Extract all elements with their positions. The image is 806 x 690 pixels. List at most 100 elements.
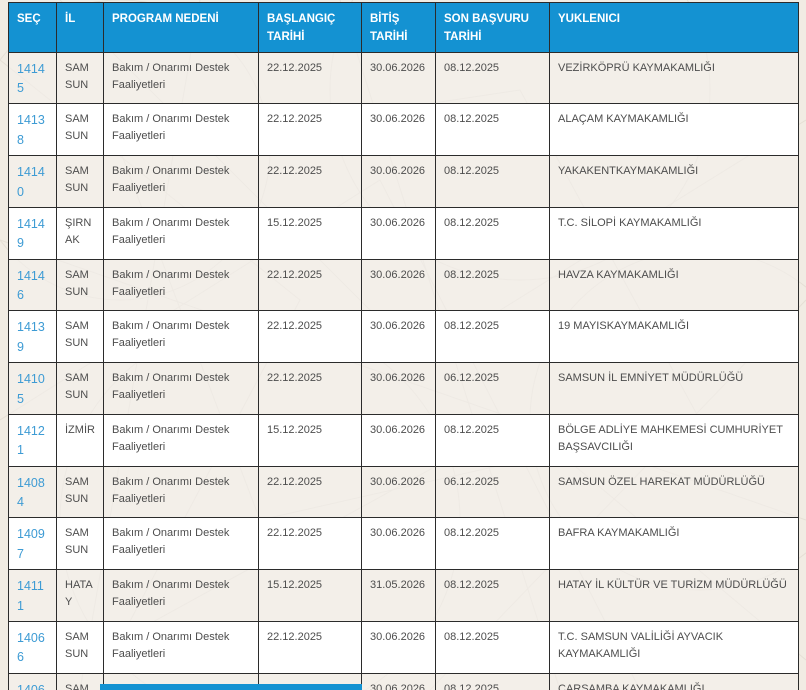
cell-baslangic: 22.12.2025 [258,517,362,571]
table-header-row: SEÇ İL PROGRAM NEDENİ BAŞLANGIÇ TARİHİ B… [8,2,799,53]
column-header-baslangic: BAŞLANGIÇ TARİHİ [258,2,362,53]
cell-baslangic: 22.12.2025 [258,465,362,519]
record-link[interactable]: 14105 [17,372,45,406]
column-header-yuklenici: YUKLENICI [549,2,799,53]
cell-sec: 14097 [8,517,57,571]
cell-il: İZMİR [56,413,104,467]
cell-baslangic: 22.12.2025 [258,258,362,312]
cell-sec: 14064 [8,672,57,690]
cell-bitis: 30.06.2026 [361,258,436,312]
cell-program: Bakım / Onarımı Destek Faaliyetleri [103,103,259,157]
cell-sec: 14084 [8,465,57,519]
record-link[interactable]: 14084 [17,475,45,509]
cell-program: Bakım / Onarımı Destek Faaliyetleri [103,362,259,415]
cell-son: 06.12.2025 [435,465,550,519]
column-header-program: PROGRAM NEDENİ [103,2,259,53]
cell-sec: 14145 [8,51,57,105]
record-link[interactable]: 14145 [17,61,45,95]
cell-sec: 14138 [8,103,57,157]
results-table: SEÇ İL PROGRAM NEDENİ BAŞLANGIÇ TARİHİ B… [8,2,799,690]
cutoff-blue-bar [100,684,362,690]
cell-il: HATAY [56,569,104,622]
cell-il: SAMSUN [56,310,104,364]
cell-program: Bakım / Onarımı Destek Faaliyetleri [103,155,259,208]
cell-bitis: 30.06.2026 [361,517,436,571]
cell-il: SAMSUN [56,103,104,157]
cell-yuklenici: BÖLGE ADLİYE MAHKEMESİ CUMHURİYET BAŞSAV… [549,413,799,467]
cell-baslangic: 15.12.2025 [258,206,362,260]
cell-sec: 14066 [8,620,57,674]
cell-baslangic: 22.12.2025 [258,620,362,674]
cell-son: 08.12.2025 [435,206,550,260]
cell-yuklenici: 19 MAYISKAYMAKAMLIĞI [549,310,799,364]
table-row: 14138 SAMSUN Bakım / Onarımı Destek Faaliy… [8,103,799,157]
cell-program: Bakım / Onarımı Destek Faaliyetleri [103,258,259,312]
cell-bitis: 30.06.2026 [361,51,436,105]
cell-yuklenici: ALAÇAM KAYMAKAMLIĞI [549,103,799,157]
cell-il: SAMSUN [56,51,104,105]
cell-son: 08.12.2025 [435,310,550,364]
record-link[interactable]: 14146 [17,268,45,302]
table-row: 14111 HATAY Bakım / Onarımı Destek Faaliye… [8,569,799,622]
cell-program: Bakım / Onarımı Destek Faaliyetleri [103,413,259,467]
table-row: 14105 SAMSUN Bakım / Onarımı Destek Faaliy… [8,362,799,415]
table-row: 14149 ŞIRNAK Bakım / Onarımı Destek Faaliy… [8,206,799,260]
cell-bitis: 30.06.2026 [361,672,436,690]
column-header-son: SON BAŞVURU TARİHİ [435,2,550,53]
column-header-sec: SEÇ [8,2,57,53]
record-link[interactable]: 14140 [17,165,45,199]
cell-yuklenici: HAVZA KAYMAKAMLIĞI [549,258,799,312]
cell-yuklenici: VEZİRKÖPRÜ KAYMAKAMLIĞI [549,51,799,105]
cell-program: Bakım / Onarımı Destek Faaliyetleri [103,465,259,519]
cell-yuklenici: T.C. SAMSUN VALİLİĞİ AYVACIK KAYMAKAMLIĞ… [549,620,799,674]
cell-son: 08.12.2025 [435,672,550,690]
record-link[interactable]: 14066 [17,630,45,665]
cell-sec: 14149 [8,206,57,260]
cell-bitis: 30.06.2026 [361,206,436,260]
record-link[interactable]: 14138 [17,113,45,147]
record-link[interactable]: 14064 [17,682,45,690]
cell-il: ŞIRNAK [56,206,104,260]
cell-yuklenici: YAKAKENTKAYMAKAMLIĞI [549,155,799,208]
cell-yuklenici: SAMSUN İL EMNİYET MÜDÜRLÜĞÜ [549,362,799,415]
column-header-bitis: BİTİŞ TARİHİ [361,2,436,53]
table-row: 14140 SAMSUN Bakım / Onarımı Destek Faaliy… [8,155,799,208]
cell-yuklenici: T.C. SİLOPİ KAYMAKAMLIĞI [549,206,799,260]
cell-yuklenici: HATAY İL KÜLTÜR VE TURİZM MÜDÜRLÜĞÜ [549,569,799,622]
cell-son: 08.12.2025 [435,51,550,105]
cell-il: SAMSUN [56,465,104,519]
cell-program: Bakım / Onarımı Destek Faaliyetleri [103,51,259,105]
cell-bitis: 30.06.2026 [361,155,436,208]
cell-baslangic: 22.12.2025 [258,51,362,105]
cell-sec: 14146 [8,258,57,312]
cell-program: Bakım / Onarımı Destek Faaliyetleri [103,310,259,364]
cell-il: SAMSUN [56,362,104,415]
record-link[interactable]: 14121 [17,423,45,458]
cell-sec: 14139 [8,310,57,364]
cell-il: SAMSUN [56,155,104,208]
cell-baslangic: 15.12.2025 [258,569,362,622]
record-link[interactable]: 14139 [17,320,45,354]
cell-sec: 14111 [8,569,57,622]
table-row: 14139 SAMSUN Bakım / Onarımı Destek Faaliy… [8,310,799,364]
cell-bitis: 30.06.2026 [361,103,436,157]
record-link[interactable]: 14149 [17,216,45,251]
cell-son: 08.12.2025 [435,517,550,571]
cell-program: Bakım / Onarımı Destek Faaliyetleri [103,206,259,260]
record-link[interactable]: 14111 [17,579,44,613]
cell-bitis: 30.06.2026 [361,620,436,674]
record-link[interactable]: 14097 [17,527,45,561]
cell-yuklenici: ÇARŞAMBA KAYMAKAMLIĞI [549,672,799,690]
cell-son: 06.12.2025 [435,362,550,415]
cell-son: 08.12.2025 [435,103,550,157]
cell-baslangic: 22.12.2025 [258,155,362,208]
column-header-il: İL [56,2,104,53]
cell-son: 08.12.2025 [435,620,550,674]
cell-son: 08.12.2025 [435,258,550,312]
table-row: 14084 SAMSUN Bakım / Onarımı Destek Faaliy… [8,465,799,519]
cell-sec: 14121 [8,413,57,467]
cell-yuklenici: SAMSUN ÖZEL HAREKAT MÜDÜRLÜĞÜ [549,465,799,519]
cell-baslangic: 22.12.2025 [258,362,362,415]
cell-baslangic: 22.12.2025 [258,103,362,157]
